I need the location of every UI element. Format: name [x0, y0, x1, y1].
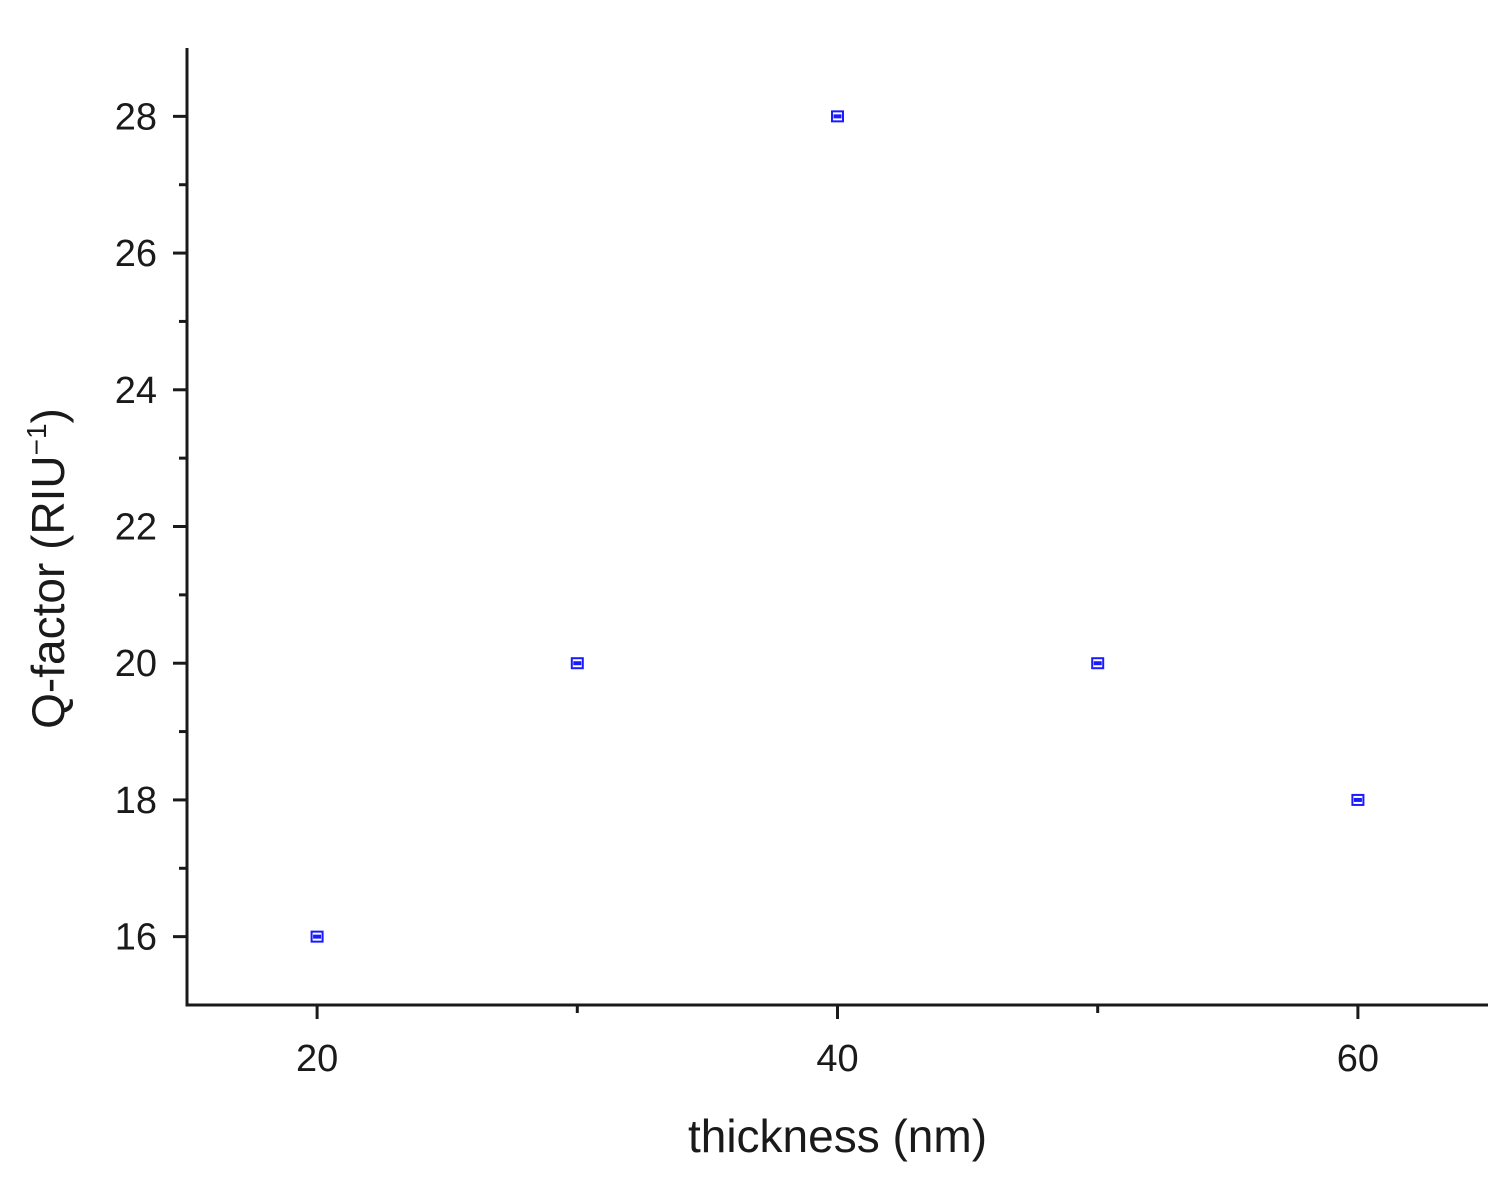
x-axis-title: thickness (nm) [688, 1110, 987, 1162]
data-point-core [1353, 797, 1362, 802]
axes [185, 48, 1488, 1007]
y-tick-label: 20 [115, 643, 157, 685]
y-tick-label: 26 [115, 233, 157, 275]
y-tick-label: 16 [115, 917, 157, 959]
data-point-core [833, 114, 842, 119]
y-axis-title: Q-factor (RIU−1) [21, 408, 74, 729]
data-points [310, 110, 1365, 943]
y-tick-label: 28 [115, 96, 157, 138]
y-tick-label: 18 [115, 780, 157, 822]
x-tick-label: 40 [816, 1038, 858, 1080]
y-tick-label: 24 [115, 370, 157, 412]
y-tick-label: 22 [115, 507, 157, 549]
data-point-core [1093, 661, 1102, 666]
data-point-core [313, 934, 322, 939]
data-point-core [573, 661, 582, 666]
y-axis-title-superscript: −1 [21, 423, 52, 455]
y-axis-title-main: Q-factor (RIU [22, 455, 74, 728]
x-tick-label: 60 [1337, 1038, 1379, 1080]
ticks: 16 18 20 22 24 26 28 20 40 60 [115, 96, 1379, 1080]
y-axis-title-close: ) [22, 408, 74, 423]
x-tick-label: 20 [296, 1038, 338, 1080]
